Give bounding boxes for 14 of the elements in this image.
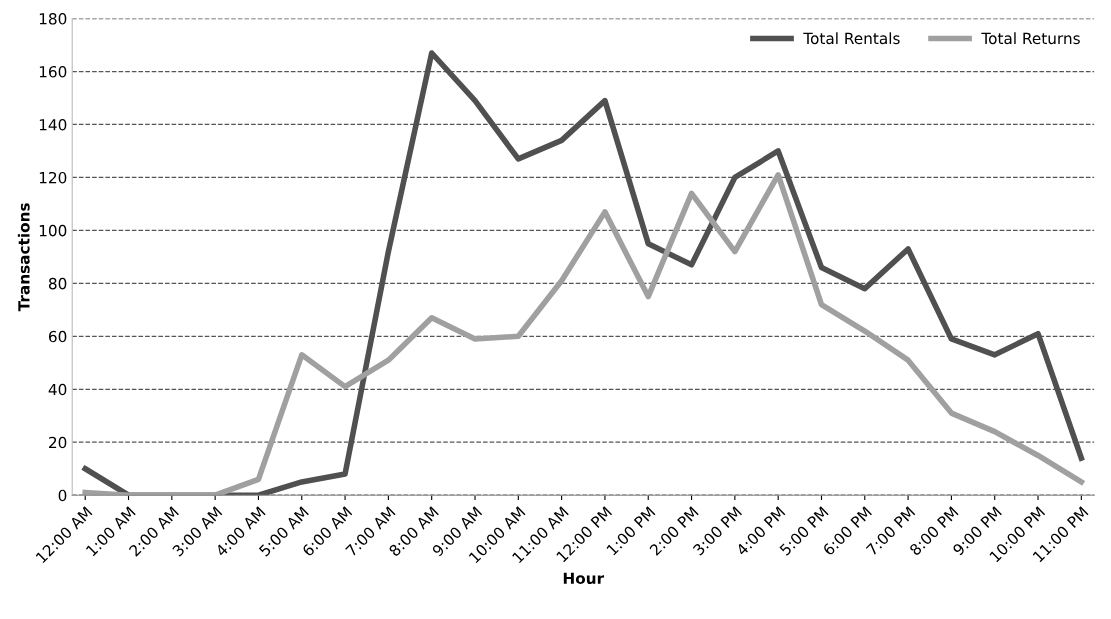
y-tick-label: 60 (48, 330, 67, 343)
y-tick-label: 120 (39, 171, 67, 184)
y-tick-label: 140 (39, 118, 67, 131)
y-axis-title: Transactions (17, 203, 30, 312)
y-tick-label: 0 (58, 489, 67, 502)
legend-label: Total Rentals (803, 32, 900, 45)
y-tick-label: 20 (49, 436, 67, 449)
y-tick-label: 180 (39, 13, 67, 25)
y-tick-label: 160 (39, 65, 67, 78)
legend-label: Total Returns (981, 32, 1080, 45)
y-tick-label: 40 (48, 383, 67, 396)
x-axis-title: Hour (563, 572, 605, 585)
y-tick-label: 80 (48, 277, 67, 290)
y-tick-label: 100 (39, 224, 67, 237)
